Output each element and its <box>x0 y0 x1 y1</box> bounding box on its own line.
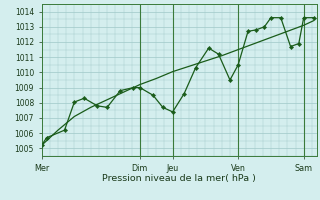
X-axis label: Pression niveau de la mer( hPa ): Pression niveau de la mer( hPa ) <box>102 174 256 183</box>
